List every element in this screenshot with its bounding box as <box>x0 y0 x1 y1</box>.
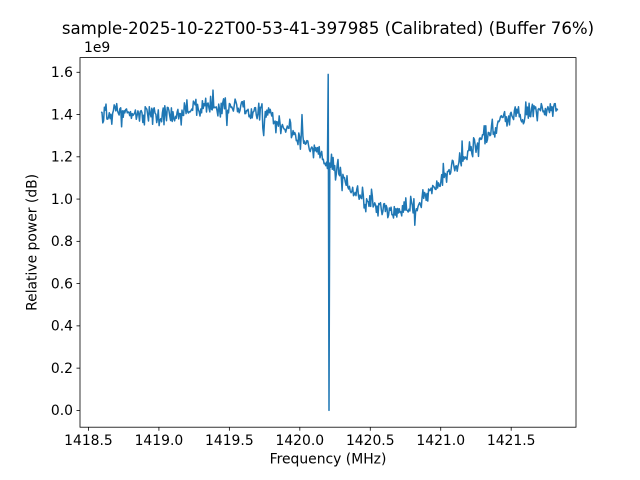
x-tick-label: 1420.0 <box>276 433 325 449</box>
y-tick-label: 0.8 <box>51 234 73 250</box>
spectrum-line <box>100 73 559 412</box>
x-axis-label: Frequency (MHz) <box>270 452 387 468</box>
x-tick-label: 1418.5 <box>64 433 113 449</box>
chart-title: sample-2025-10-22T00-53-41-397985 (Calib… <box>62 19 594 38</box>
y-tick-label: 1.2 <box>51 150 73 166</box>
x-tick-label: 1419.5 <box>205 433 254 449</box>
y-tick-label: 0.6 <box>51 276 73 292</box>
x-tick-label: 1420.5 <box>346 433 395 449</box>
y-axis-offset-label: 1e9 <box>84 40 110 56</box>
x-tick-label: 1421.5 <box>487 433 536 449</box>
x-tick-label: 1421.0 <box>416 433 465 449</box>
y-tick-label: 0.4 <box>51 319 73 335</box>
x-tick-label: 1419.0 <box>135 433 184 449</box>
y-tick-label: 0.2 <box>51 361 73 377</box>
y-tick-label: 1.4 <box>51 107 73 123</box>
y-tick-label: 1.6 <box>51 65 73 81</box>
y-axis-label: Relative power (dB) <box>25 174 41 311</box>
y-tick-label: 0.0 <box>51 403 73 419</box>
y-tick-label: 1.0 <box>51 192 73 208</box>
axes-frame <box>79 57 577 428</box>
